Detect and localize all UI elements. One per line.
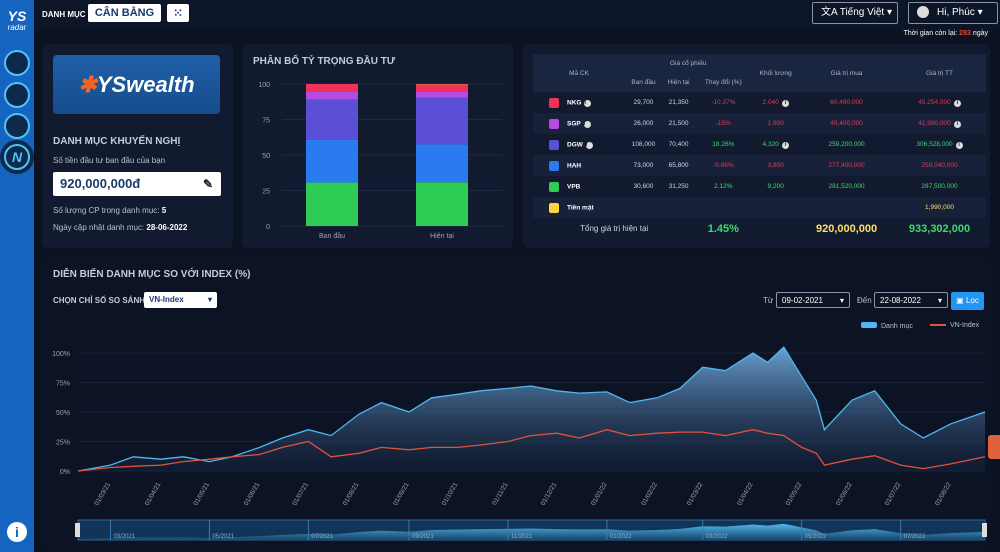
y-tick-label: 75	[262, 118, 270, 125]
legend-portfolio[interactable]: Danh mục	[861, 322, 913, 330]
portfolio-label: DANH MỤC	[42, 10, 86, 19]
stock-code[interactable]: HAH	[533, 155, 626, 176]
col-code: Mã CK	[533, 54, 626, 92]
info-icon[interactable]: i	[953, 120, 961, 128]
bar-segment-nkg	[416, 84, 468, 92]
top-bar: DANH MỤC CÂN BẰNG ⁙ 文A Tiếng Việt ▾ Hi, …	[34, 0, 1000, 30]
recommended-portfolio-title: DANH MỤC KHUYẾN NGHỊ	[53, 136, 181, 147]
bell-icon[interactable]	[988, 435, 1000, 459]
color-swatch	[549, 181, 559, 192]
stock-code[interactable]: SGP i	[533, 113, 626, 134]
compare-label: CHỌN CHỈ SỐ SO SÁNH	[53, 296, 146, 305]
table-row[interactable]: SGP i 26,000 21,500 -15% 1,900 49,400,000 41…	[533, 113, 986, 134]
table-row[interactable]: DGW i 108,000 70,400 18.26% 4,320 i 259,200,…	[533, 134, 986, 155]
info-icon[interactable]: i	[583, 121, 591, 129]
avatar	[917, 6, 929, 19]
legend-vnindex[interactable]: VN-Index	[930, 322, 979, 329]
table-row[interactable]: Tiền mặt 1,990,000	[533, 197, 986, 218]
bar-segment-dgw	[416, 97, 468, 145]
grid-icon[interactable]: ⁙	[167, 4, 189, 22]
y-tick-label: 25	[262, 189, 270, 196]
stock-code[interactable]: NKG i	[533, 92, 625, 113]
yswealth-logo: ✱YSwealth	[53, 55, 220, 114]
radar-icon[interactable]	[4, 82, 30, 108]
stock-count: Số lượng CP trong danh mục: 5	[53, 206, 167, 215]
amount-label: Số tiền đầu tư ban đầu của bạn	[53, 156, 166, 165]
user-menu[interactable]: Hi, Phúc ▾	[908, 2, 998, 24]
info-icon[interactable]: i	[781, 141, 789, 149]
rebalance-button[interactable]: CÂN BẰNG	[88, 4, 161, 22]
from-label: Từ	[763, 296, 774, 305]
table-row[interactable]: NKG i 29,700 21,350 -10.37% 2,040 i 60,490,0…	[533, 92, 986, 113]
holdings-panel: Mã CK Giá cổ phiếu Khối lượng Giá trị mua Gi…	[523, 44, 990, 248]
col-market: Giá trị TT	[893, 54, 986, 92]
index-select[interactable]: VN-Index	[144, 292, 217, 308]
table-row[interactable]: VPB 30,600 31,250 2.12% 9,200 281,520,000 2…	[533, 176, 986, 197]
bar-segment-nkg	[306, 84, 358, 92]
portfolio-info-panel: ✱YSwealth DANH MỤC KHUYẾN NGHỊ Số tiền đ…	[42, 44, 233, 248]
from-date-picker[interactable]: 09-02-2021	[776, 292, 850, 309]
y-tick-label: 50	[262, 153, 270, 160]
x-tick-label: Hiện tại	[430, 233, 454, 240]
bar-segment-vpb	[416, 182, 468, 226]
info-icon[interactable]: i	[585, 142, 593, 150]
ys-radar-logo[interactable]: YS radar	[7, 8, 27, 32]
update-date: Ngày cập nhật danh mục: 28-06-2022	[53, 223, 188, 232]
info-icon[interactable]: i	[781, 99, 789, 107]
allocation-title: PHÂN BỔ TỶ TRỌNG ĐẦU TƯ	[253, 56, 396, 67]
col-price: Giá cổ phiếu	[625, 54, 752, 73]
total-row: Tổng giá trị hiện tại 1.45% 920,000,000 933…	[580, 222, 971, 235]
col-change: Thay đổi (%)	[695, 73, 752, 92]
holdings-table: Mã CK Giá cổ phiếu Khối lượng Giá trị mua Gi…	[533, 54, 986, 239]
y-tick-label: 0	[266, 224, 270, 231]
performance-panel: DIỄN BIẾN DANH MỤC SO VỚI INDEX (%) CHỌN…	[42, 258, 990, 552]
pencil-icon[interactable]: ✎	[202, 177, 213, 191]
translate-icon: 文A	[821, 7, 840, 18]
col-volume: Khối lượng	[751, 54, 801, 92]
speedometer-icon[interactable]	[4, 50, 30, 76]
color-swatch	[549, 202, 559, 213]
stock-code[interactable]: DGW i	[533, 134, 625, 155]
bar-segment-dgw	[306, 99, 358, 140]
col-buy: Giá trị mua	[800, 54, 893, 92]
allocation-panel: PHÂN BỔ TỶ TRỌNG ĐẦU TƯ 100 75 50 25 0 Ban đầ…	[242, 44, 513, 248]
table-row[interactable]: HAH 73,000 65,800 -9.86% 3,800 277,400,000…	[533, 155, 986, 176]
info-icon[interactable]: i	[584, 100, 592, 108]
amount-input[interactable]: 920,000,000đ ✎	[53, 172, 221, 196]
y-tick-label: 100	[258, 82, 270, 89]
bar-segment-sgp	[306, 91, 358, 100]
bar-segment-sgp	[416, 91, 468, 98]
color-swatch	[549, 160, 559, 171]
color-swatch	[549, 118, 559, 129]
sidebar: YS radar N i	[0, 0, 34, 552]
col-now: Hiện tại	[661, 73, 696, 92]
remaining-time: Thời gian còn lại: 283 ngày	[903, 30, 988, 37]
filter-button[interactable]: ▣ Lọc	[951, 292, 984, 310]
bar-segment-hah	[416, 144, 468, 183]
bar-segment-vpb	[306, 182, 358, 226]
fund-icon[interactable]	[4, 113, 30, 139]
stock-code[interactable]: VPB	[533, 176, 625, 197]
info-icon[interactable]: i	[953, 99, 961, 107]
allocation-chart: 100 75 50 25 0 Ban đầu Hiện tại	[258, 82, 502, 240]
to-date-picker[interactable]: 22-08-2022	[874, 292, 948, 309]
info-icon[interactable]: i	[955, 141, 963, 149]
bar-segment-hah	[306, 139, 358, 183]
stock-code[interactable]: Tiền mặt	[533, 197, 626, 218]
col-start: Ban đầu	[625, 73, 662, 92]
language-select[interactable]: 文A Tiếng Việt ▾	[812, 2, 898, 24]
info-icon[interactable]: i	[7, 522, 27, 542]
portfolio-icon[interactable]: N	[4, 144, 30, 170]
x-tick-label: Ban đầu	[319, 231, 345, 240]
color-swatch	[549, 97, 559, 108]
to-label: Đến	[857, 296, 872, 305]
performance-title: DIỄN BIẾN DANH MỤC SO VỚI INDEX (%)	[53, 269, 251, 280]
color-swatch	[549, 139, 559, 150]
